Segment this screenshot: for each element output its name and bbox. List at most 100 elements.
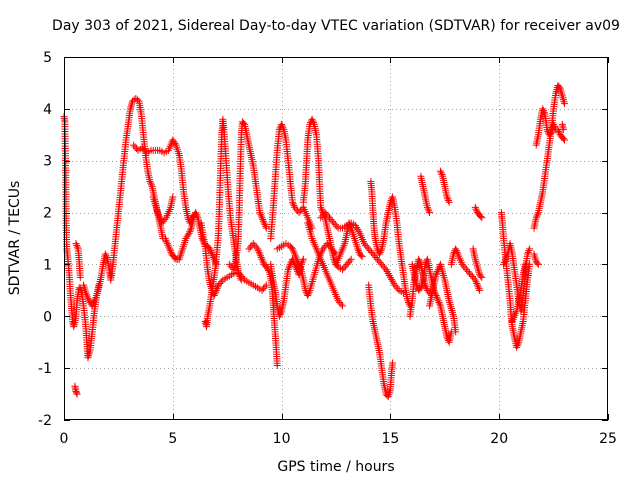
data-point bbox=[448, 306, 456, 314]
data-point bbox=[369, 250, 377, 258]
data-point bbox=[373, 255, 381, 263]
data-point bbox=[209, 254, 217, 262]
data-point bbox=[186, 228, 194, 236]
data-point bbox=[211, 290, 219, 298]
data-point bbox=[333, 222, 341, 230]
data-point bbox=[258, 286, 266, 294]
data-point bbox=[458, 260, 466, 268]
data-point bbox=[436, 167, 444, 175]
data-point bbox=[309, 117, 317, 125]
data-point bbox=[147, 179, 155, 187]
data-point bbox=[376, 250, 384, 258]
data-point bbox=[558, 92, 566, 100]
data-point bbox=[370, 252, 378, 260]
data-point bbox=[214, 281, 222, 289]
data-point bbox=[447, 305, 455, 313]
data-point bbox=[130, 141, 138, 149]
data-point bbox=[278, 120, 286, 128]
data-point bbox=[471, 276, 479, 284]
x-tick-label: 20 bbox=[490, 431, 508, 447]
data-point bbox=[310, 119, 318, 127]
data-point bbox=[273, 362, 281, 370]
x-tick-label: 25 bbox=[599, 431, 617, 447]
data-point bbox=[437, 169, 445, 177]
data-point bbox=[452, 328, 460, 336]
data-point bbox=[261, 221, 269, 229]
data-point bbox=[447, 303, 455, 311]
data-point bbox=[530, 250, 538, 258]
data-point bbox=[189, 212, 197, 220]
data-point bbox=[559, 135, 567, 143]
data-point bbox=[415, 255, 423, 263]
data-point bbox=[446, 301, 454, 309]
data-point bbox=[448, 308, 456, 316]
data-point bbox=[188, 215, 196, 223]
data-point bbox=[443, 193, 451, 201]
data-point bbox=[259, 217, 267, 225]
data-point bbox=[473, 263, 481, 271]
data-point bbox=[421, 281, 429, 289]
data-point bbox=[366, 247, 374, 255]
data-point bbox=[474, 283, 482, 291]
data-point bbox=[339, 302, 347, 310]
data-point bbox=[533, 212, 541, 220]
data-point bbox=[422, 283, 430, 291]
data-point bbox=[534, 210, 542, 218]
data-point bbox=[245, 245, 253, 253]
data-point bbox=[416, 259, 424, 267]
data-point bbox=[187, 226, 195, 234]
data-point bbox=[474, 265, 482, 273]
data-point bbox=[555, 83, 563, 91]
data-point bbox=[209, 252, 217, 260]
data-point bbox=[255, 248, 263, 256]
data-point bbox=[434, 297, 442, 305]
y-axis-label: SDTVAR / TECUs bbox=[7, 181, 23, 296]
data-point bbox=[444, 195, 452, 203]
data-point bbox=[478, 214, 486, 222]
data-point bbox=[275, 312, 283, 320]
data-point bbox=[291, 203, 299, 211]
data-point bbox=[513, 343, 521, 351]
data-point bbox=[227, 262, 235, 270]
data-point bbox=[276, 311, 284, 319]
data-point bbox=[472, 259, 480, 267]
data-point bbox=[435, 298, 443, 306]
data-point bbox=[95, 281, 103, 289]
data-series bbox=[60, 82, 568, 401]
data-point bbox=[158, 219, 166, 227]
data-point bbox=[261, 283, 269, 291]
data-point bbox=[102, 252, 110, 260]
data-point bbox=[368, 248, 376, 256]
data-point bbox=[452, 245, 460, 253]
data-point bbox=[360, 240, 368, 248]
data-point bbox=[73, 390, 81, 398]
data-point bbox=[543, 126, 551, 134]
x-axis-label: GPS time / hours bbox=[277, 459, 394, 475]
data-point bbox=[355, 248, 363, 256]
data-point bbox=[161, 235, 169, 242]
data-point bbox=[539, 105, 547, 113]
data-point bbox=[334, 297, 342, 305]
data-point bbox=[345, 219, 353, 227]
data-point bbox=[257, 252, 265, 260]
data-point bbox=[237, 274, 245, 282]
data-point bbox=[473, 281, 481, 289]
data-point bbox=[76, 273, 84, 281]
data-point bbox=[363, 243, 371, 251]
data-point bbox=[249, 240, 257, 248]
data-point bbox=[256, 250, 264, 258]
data-point bbox=[330, 255, 338, 263]
data-point bbox=[191, 211, 199, 219]
data-point bbox=[73, 389, 81, 397]
data-point bbox=[162, 236, 170, 244]
data-point bbox=[434, 295, 442, 303]
data-point bbox=[146, 177, 154, 185]
data-point bbox=[259, 285, 267, 293]
y-tick-label: 1 bbox=[43, 257, 52, 273]
data-point bbox=[539, 107, 547, 115]
data-point bbox=[340, 264, 348, 272]
data-point bbox=[560, 136, 568, 144]
data-point bbox=[468, 273, 476, 281]
data-point bbox=[184, 231, 192, 239]
